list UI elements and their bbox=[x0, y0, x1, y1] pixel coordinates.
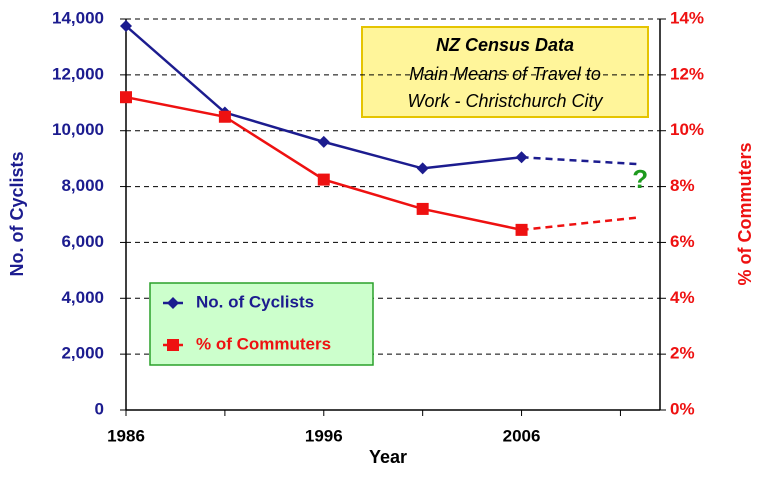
y-tick-label: 14,000 bbox=[52, 8, 104, 27]
x-tick-label: 1996 bbox=[305, 426, 343, 445]
y2-tick-label: 8% bbox=[670, 176, 695, 195]
y2-tick-label: 4% bbox=[670, 288, 695, 307]
x-tick-label: 1986 bbox=[107, 426, 145, 445]
y-tick-label: 8,000 bbox=[61, 176, 104, 195]
marker bbox=[317, 135, 330, 148]
marker bbox=[120, 91, 132, 104]
marker bbox=[120, 19, 132, 32]
y2-tick-label: 14% bbox=[670, 8, 704, 27]
legend-label: % of Commuters bbox=[196, 334, 331, 353]
y2-tick-label: 10% bbox=[670, 120, 704, 139]
y-tick-label: 6,000 bbox=[61, 232, 104, 251]
y2-tick-label: 6% bbox=[670, 232, 695, 251]
chart-subtitle: Work - Christchurch City bbox=[407, 91, 603, 111]
marker bbox=[515, 223, 528, 236]
legend-label: No. of Cyclists bbox=[196, 292, 314, 311]
x-tick-label: 2006 bbox=[503, 426, 541, 445]
y-tick-label: 4,000 bbox=[61, 288, 104, 307]
annotation: ? bbox=[632, 164, 648, 194]
legend-marker bbox=[167, 297, 179, 309]
marker bbox=[416, 162, 429, 175]
y-tick-label: 2,000 bbox=[61, 344, 104, 363]
projection-line bbox=[521, 155, 641, 166]
marker bbox=[218, 110, 231, 123]
y2-axis-label: % of Commuters bbox=[735, 142, 755, 285]
chart-subtitle: Main Means of Travel to bbox=[409, 64, 601, 84]
legend-marker bbox=[167, 339, 179, 351]
y-tick-label: 10,000 bbox=[52, 120, 104, 139]
marker bbox=[416, 202, 429, 215]
x-axis-label: Year bbox=[369, 447, 407, 467]
chart-title: NZ Census Data bbox=[436, 35, 574, 55]
y-axis-label: No. of Cyclists bbox=[7, 151, 27, 276]
y-tick-label: 0 bbox=[95, 399, 104, 418]
marker bbox=[317, 173, 330, 186]
marker bbox=[515, 151, 528, 164]
projection-line bbox=[521, 216, 641, 232]
legend-box bbox=[149, 282, 374, 366]
y-tick-label: 12,000 bbox=[52, 64, 104, 83]
y2-tick-label: 12% bbox=[670, 64, 704, 83]
title-box bbox=[361, 26, 649, 118]
y2-tick-label: 2% bbox=[670, 344, 695, 363]
y2-tick-label: 0% bbox=[670, 399, 695, 418]
